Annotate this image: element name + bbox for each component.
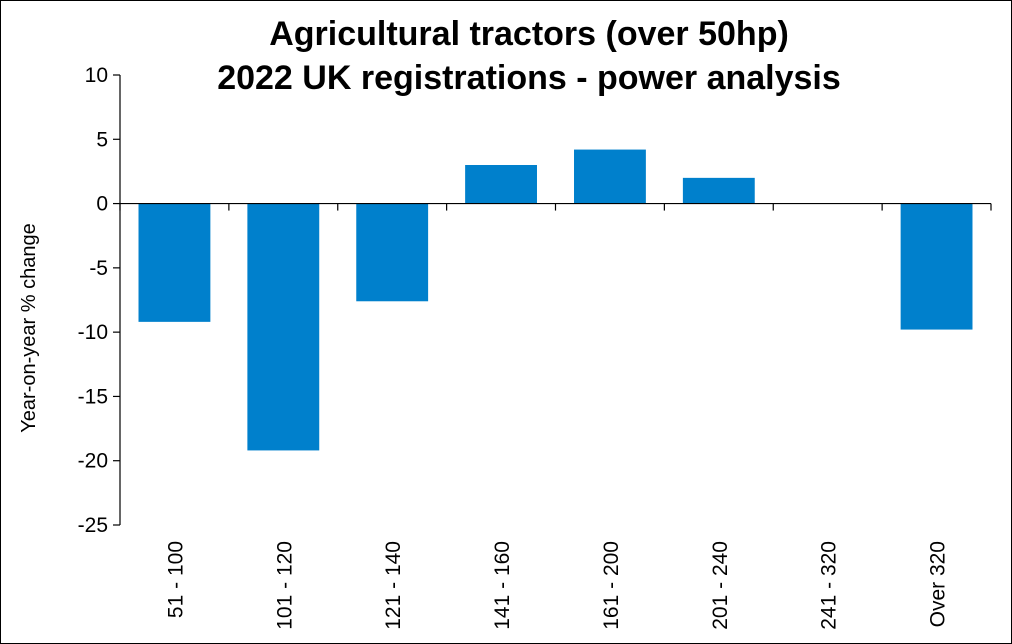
y-tick-label-3: -5 <box>89 257 108 280</box>
labels-layer: 10 5 0 -5 -10 -15 -20 -25 51 - 100 101 - 120 121 -… <box>78 64 950 630</box>
x-category-label-0: 51 - 100 <box>164 541 187 618</box>
x-category-label-3: 141 - 160 <box>491 541 514 630</box>
bar-5 <box>682 177 755 204</box>
x-category-label-1: 101 - 120 <box>273 541 296 630</box>
axes-layer <box>113 74 992 526</box>
y-tick-label-1: 5 <box>96 128 108 151</box>
y-tick-label-7: -25 <box>78 514 108 537</box>
chart-title-line1: Agricultural tractors (over 50hp) <box>269 15 789 53</box>
x-category-label-2: 121 - 140 <box>382 541 405 630</box>
chart-title-line2: 2022 UK registrations - power analysis <box>217 59 841 97</box>
bar-1 <box>247 203 320 451</box>
y-tick-label-0: 10 <box>85 64 108 87</box>
y-tick-label-5: -15 <box>78 385 108 408</box>
x-category-label-5: 201 - 240 <box>709 541 732 630</box>
y-axis-label: Year-on-year % change <box>18 223 40 432</box>
bars-layer <box>138 149 973 451</box>
y-tick-label-2: 0 <box>96 193 108 216</box>
y-tick-label-4: -10 <box>78 321 108 344</box>
x-category-label-4: 161 - 200 <box>600 541 623 630</box>
bar-7 <box>900 203 973 330</box>
x-category-label-7: Over 320 <box>927 541 950 627</box>
bar-3 <box>465 165 537 204</box>
bar-4 <box>574 149 646 204</box>
bar-0 <box>138 203 211 322</box>
bar-2 <box>356 203 429 302</box>
y-tick-label-6: -20 <box>78 450 108 473</box>
x-category-label-6: 241 - 320 <box>818 541 841 630</box>
